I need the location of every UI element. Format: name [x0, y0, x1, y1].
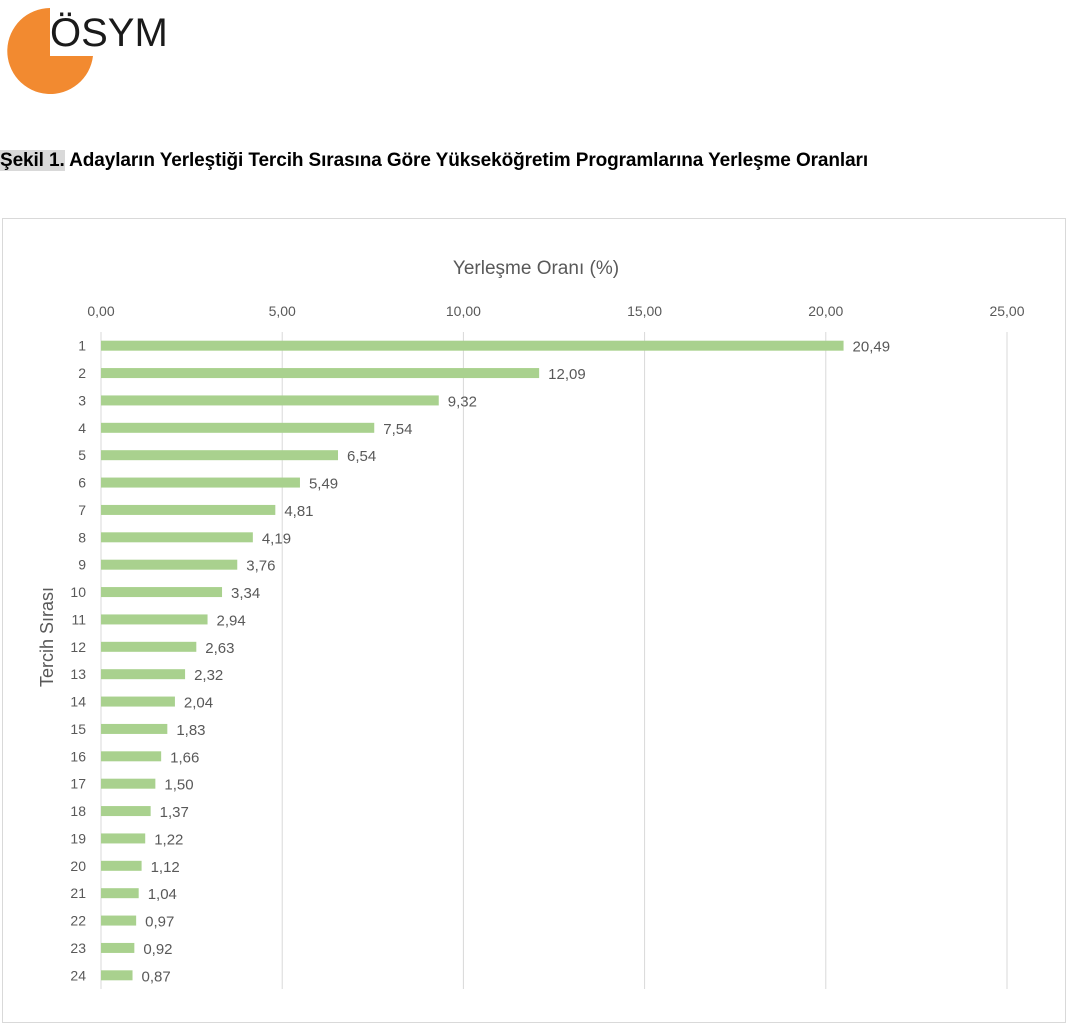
bar [101, 669, 186, 680]
y-tick-label: 24 [70, 967, 86, 983]
bars [101, 340, 844, 981]
bar [101, 614, 208, 625]
y-tick-label: 10 [70, 584, 86, 600]
osym-logo: ÖSYM [6, 6, 186, 96]
y-tick-label: 22 [70, 913, 86, 929]
y-tick-label: 1 [78, 338, 86, 354]
y-axis-label: Tercih Sırası [37, 587, 57, 687]
y-tick-label: 14 [70, 694, 86, 710]
gridlines [100, 332, 1008, 989]
value-labels: 20,49 12,09 9,32 7,54 6,54 5,49 4,81 4,19 3,76 3,… [142, 339, 891, 986]
x-tick-labels: 0,00 5,00 10,00 15,00 20,00 25,00 [87, 303, 1024, 319]
value-label: 3,34 [231, 585, 260, 602]
bar [101, 587, 223, 598]
bar [101, 860, 142, 871]
y-tick-label: 18 [70, 803, 86, 819]
value-label: 3,76 [246, 558, 275, 575]
value-label: 6,54 [347, 448, 376, 465]
bar [101, 450, 339, 461]
y-tick-label: 5 [78, 447, 86, 463]
value-label: 2,63 [205, 640, 234, 657]
value-label: 4,81 [284, 503, 313, 520]
y-tick-label: 12 [70, 639, 86, 655]
y-tick-label: 19 [70, 830, 86, 846]
bar [101, 833, 146, 844]
value-label: 1,22 [154, 831, 183, 848]
bar [101, 806, 151, 817]
y-tick-label: 21 [70, 885, 86, 901]
bar [101, 504, 276, 515]
value-label: 1,37 [160, 804, 189, 821]
value-label: 1,12 [151, 859, 180, 876]
x-tick-label: 25,00 [989, 303, 1024, 319]
value-label: 0,87 [142, 968, 171, 985]
bar [101, 751, 162, 762]
y-tick-label: 16 [70, 748, 86, 764]
value-label: 1,50 [164, 777, 193, 794]
figure-label: Şekil 1. [0, 150, 65, 171]
bar [101, 559, 238, 570]
bar [101, 942, 135, 953]
y-tick-label: 13 [70, 666, 86, 682]
bar-chart: Yerleşme Oranı (%) Tercih Sırası 0,00 5,0… [37, 258, 1025, 989]
y-tick-label: 9 [78, 557, 86, 573]
chart-frame: Yerleşme Oranı (%) Tercih Sırası 0,00 5,0… [2, 218, 1066, 1023]
value-label: 5,49 [309, 476, 338, 493]
y-tick-label: 20 [70, 858, 86, 874]
bar [101, 340, 844, 351]
y-tick-label: 15 [70, 721, 86, 737]
y-tick-label: 11 [71, 611, 86, 627]
value-label: 0,92 [143, 941, 172, 958]
y-tick-label: 23 [70, 940, 86, 956]
figure-title: Adayların Yerleştiği Tercih Sırasına Gör… [64, 150, 869, 171]
x-tick-label: 10,00 [446, 303, 481, 319]
x-tick-label: 20,00 [808, 303, 843, 319]
bar [101, 970, 133, 981]
y-tick-label: 2 [78, 365, 86, 381]
y-tick-label: 8 [78, 529, 86, 545]
figure-caption: Şekil 1. Adayların Yerleştiği Tercih Sır… [0, 150, 868, 172]
value-label: 2,94 [217, 612, 246, 629]
value-label: 1,04 [148, 886, 177, 903]
value-label: 4,19 [262, 530, 291, 547]
value-label: 1,66 [170, 749, 199, 766]
bar [101, 696, 175, 707]
bar [101, 395, 439, 406]
bar [101, 368, 540, 379]
bar [101, 477, 300, 488]
x-tick-label: 0,00 [87, 303, 114, 319]
value-label: 2,04 [184, 695, 213, 712]
value-label: 7,54 [383, 421, 412, 438]
logo-wordmark: ÖSYM [50, 11, 168, 55]
x-tick-label: 5,00 [269, 303, 296, 319]
bar [101, 532, 253, 543]
bar [101, 422, 375, 433]
value-label: 9,32 [448, 393, 477, 410]
bar [101, 778, 156, 789]
y-tick-label: 17 [70, 776, 86, 792]
bar [101, 888, 139, 899]
value-label: 1,83 [176, 722, 205, 739]
y-tick-label: 6 [78, 475, 86, 491]
chart-title: Yerleşme Oranı (%) [453, 258, 619, 279]
bar [101, 723, 168, 734]
x-tick-label: 15,00 [627, 303, 662, 319]
bar [101, 915, 137, 926]
value-label: 12,09 [548, 366, 586, 383]
value-label: 0,97 [145, 914, 174, 931]
y-tick-label: 7 [78, 502, 86, 518]
value-label: 2,32 [194, 667, 223, 684]
y-tick-label: 3 [78, 392, 86, 408]
value-label: 20,49 [853, 339, 891, 356]
logo-orange-shape [7, 8, 94, 94]
y-tick-label: 4 [78, 420, 86, 436]
bar [101, 641, 197, 652]
